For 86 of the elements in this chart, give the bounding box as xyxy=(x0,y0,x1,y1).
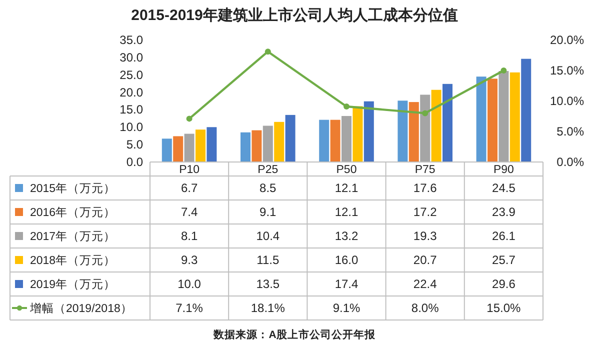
bar xyxy=(274,122,284,162)
y-tick-label: 30.0 xyxy=(120,50,144,64)
bar xyxy=(476,76,486,162)
x-tick-label: P90 xyxy=(493,164,514,176)
bar xyxy=(510,72,520,162)
bar xyxy=(408,102,419,162)
bar xyxy=(252,130,262,162)
bar xyxy=(319,120,330,162)
y2-tick-label: 0.0% xyxy=(556,155,584,169)
bar xyxy=(420,94,430,162)
point xyxy=(422,110,428,116)
point xyxy=(264,48,271,55)
data-label: 7.1% xyxy=(176,301,204,315)
point xyxy=(500,68,507,74)
data-label: 11.5 xyxy=(256,253,280,267)
data-label: 15.0% xyxy=(486,301,522,315)
bar xyxy=(196,130,206,162)
data-label: 12.1 xyxy=(334,181,358,195)
source-note: 数据来源：A股上市公司公开年报 xyxy=(212,328,376,341)
bar xyxy=(342,116,352,162)
y-tick-label: 25.0 xyxy=(120,68,144,82)
data-label: 17.4 xyxy=(334,277,358,291)
data-label: 24.5 xyxy=(492,181,516,195)
bar xyxy=(364,101,374,162)
y2-tick-label: 10.0% xyxy=(550,94,584,108)
bar xyxy=(184,134,194,162)
legend-label: 2016年（万元） xyxy=(30,206,116,219)
bar xyxy=(162,138,172,162)
data-label: 20.7 xyxy=(413,253,438,267)
legend-label: 2019年（万元） xyxy=(30,278,116,291)
y2-tick-label: 20.0% xyxy=(550,33,584,47)
y-tick-label: 5.0 xyxy=(126,138,144,152)
legend-label: 2015年（万元） xyxy=(30,182,116,195)
data-label: 8.1 xyxy=(180,229,198,243)
bar xyxy=(498,71,509,162)
data-label: 19.3 xyxy=(413,229,438,243)
data-label: 8.5 xyxy=(260,181,277,195)
data-label: 22.4 xyxy=(413,277,438,291)
data-label: 12.1 xyxy=(334,205,358,219)
y-tick-label: 10.0 xyxy=(120,120,144,134)
data-label: 18.1% xyxy=(250,301,286,315)
bar xyxy=(398,100,408,162)
data-label: 9.1% xyxy=(332,301,360,315)
legend-label: 2017年（万元） xyxy=(30,230,116,243)
bar xyxy=(285,114,296,162)
data-label: 10.0 xyxy=(178,277,202,291)
data-label: 10.4 xyxy=(256,229,280,243)
point xyxy=(344,103,350,110)
bar xyxy=(431,90,442,162)
data-label: 17.2 xyxy=(413,205,438,219)
data-label: 26.1 xyxy=(492,229,516,243)
chart-title: 2015-2019年建筑业上市公司人均人工成本分位值 xyxy=(131,6,458,24)
bar xyxy=(262,126,273,162)
x-tick-label: P50 xyxy=(336,164,357,176)
point xyxy=(186,116,192,122)
data-label: 25.7 xyxy=(492,253,516,267)
x-tick-label: P25 xyxy=(258,164,278,176)
data-label: 6.7 xyxy=(180,181,198,195)
x-tick-label: P10 xyxy=(179,164,200,176)
legend-label: 增幅（2019/2018） xyxy=(29,302,132,315)
data-label: 8.0% xyxy=(411,301,440,315)
y-tick-label: 15.0 xyxy=(120,102,144,117)
data-label: 23.9 xyxy=(492,205,516,219)
bar xyxy=(442,84,452,162)
bar xyxy=(206,127,217,162)
bar xyxy=(352,106,363,162)
bar xyxy=(330,120,340,162)
data-label: 9.1 xyxy=(260,205,277,219)
y-tick-label: 20.0 xyxy=(120,85,144,100)
data-label: 13.5 xyxy=(256,277,280,291)
data-label: 29.6 xyxy=(492,277,516,291)
bar xyxy=(521,58,532,162)
y2-tick-label: 15.0% xyxy=(550,64,584,78)
bar xyxy=(173,136,184,162)
bar xyxy=(488,78,498,162)
y2-tick-label: 5.0% xyxy=(556,124,584,138)
y-tick-label: 35.0 xyxy=(120,33,144,47)
data-label: 16.0 xyxy=(334,253,358,267)
data-label: 17.6 xyxy=(413,181,438,195)
data-label: 7.4 xyxy=(180,205,198,219)
bar xyxy=(240,132,250,162)
legend-label: 2018年（万元） xyxy=(30,254,116,267)
x-tick-label: P75 xyxy=(414,164,436,176)
data-label: 13.2 xyxy=(334,229,358,243)
data-label: 9.3 xyxy=(180,253,198,267)
y-tick-label: 0.0 xyxy=(126,155,144,169)
